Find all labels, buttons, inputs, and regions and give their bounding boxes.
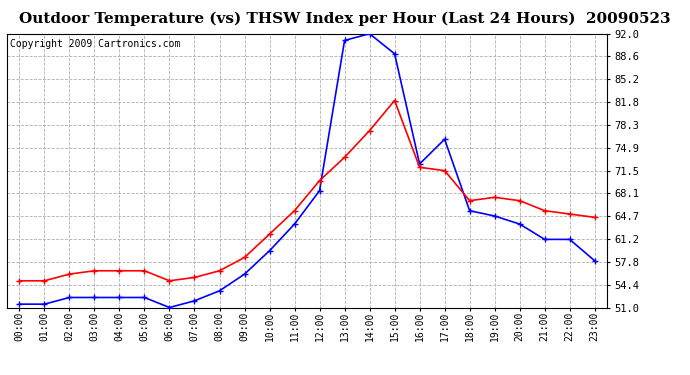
Text: Copyright 2009 Cartronics.com: Copyright 2009 Cartronics.com — [10, 39, 180, 49]
Text: Outdoor Temperature (vs) THSW Index per Hour (Last 24 Hours)  20090523: Outdoor Temperature (vs) THSW Index per … — [19, 11, 671, 26]
